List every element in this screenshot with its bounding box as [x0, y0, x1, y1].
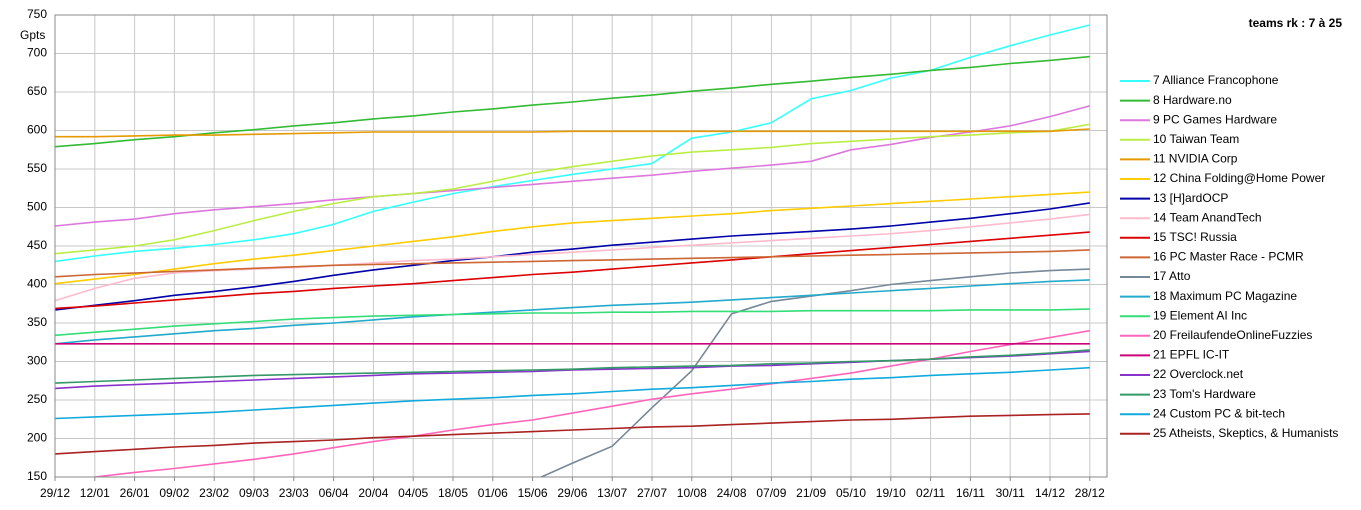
y-tick-label: 450 [27, 238, 47, 252]
series-line [55, 249, 1090, 278]
x-tick-label: 07/09 [756, 486, 786, 500]
legend-label: 8 Hardware.no [1153, 93, 1232, 107]
legend-label: 12 China Folding@Home Power [1153, 171, 1325, 185]
legend-label: 19 Element AI Inc [1153, 308, 1247, 322]
legend-label: 7 Alliance Francophone [1153, 73, 1279, 87]
series-line [55, 24, 1090, 263]
series-line [55, 413, 1090, 455]
series-line [55, 128, 1090, 138]
x-tick-label: 20/04 [358, 486, 388, 500]
legend-label: 24 Custom PC & bit-tech [1153, 406, 1285, 420]
x-tick-label: 09/03 [239, 486, 269, 500]
x-tick-label: 15/06 [518, 486, 548, 500]
x-tick-label: 01/06 [478, 486, 508, 500]
plot-frame [54, 14, 1108, 478]
y-axis-label: Gpts [20, 28, 45, 42]
x-tick-label: 18/05 [438, 486, 468, 500]
legend-label: 25 Atheists, Skeptics, & Humanists [1153, 426, 1338, 440]
series-line [94, 329, 1090, 477]
x-tick-label: 12/01 [80, 486, 110, 500]
y-tick-label: 550 [27, 161, 47, 175]
legend-label: 15 TSC! Russia [1153, 230, 1237, 244]
x-tick-label: 27/07 [637, 486, 667, 500]
x-tick-label: 29/06 [557, 486, 587, 500]
grid [54, 14, 1107, 478]
x-tick-label: 14/12 [1035, 486, 1065, 500]
x-tick-label: 28/12 [1075, 486, 1105, 500]
x-tick-label: 13/07 [597, 486, 627, 500]
y-tick-label: 350 [27, 315, 47, 329]
x-tick-label: 06/04 [319, 486, 349, 500]
x-tick-label: 26/01 [120, 486, 150, 500]
y-tick-label: 300 [27, 354, 47, 368]
x-tick-label: 10/08 [677, 486, 707, 500]
series-line [55, 202, 1090, 311]
series-line [55, 308, 1090, 337]
x-tick-label: 16/11 [956, 486, 985, 500]
legend-label: 20 FreilaufendeOnlineFuzzies [1153, 328, 1312, 342]
legend-label: 22 Overclock.net [1153, 367, 1244, 381]
x-tick-label: 30/11 [996, 486, 1025, 500]
y-tick-label: 750 [27, 7, 47, 21]
series-line [55, 349, 1090, 384]
series-line [55, 366, 1090, 420]
series-line [55, 123, 1090, 255]
legend-label: 18 Maximum PC Magazine [1153, 289, 1297, 303]
x-tick-label: 04/05 [398, 486, 428, 500]
plot-lines [55, 24, 1091, 477]
legend-label: 21 EPFL IC-IT [1153, 348, 1230, 362]
x-tick-label: 09/02 [159, 486, 189, 500]
y-tick-label: 650 [27, 84, 47, 98]
legend-label: 9 PC Games Hardware [1153, 112, 1277, 126]
x-tick-label: 02/11 [916, 486, 945, 500]
x-tick-label: 21/09 [796, 486, 826, 500]
legend-label: 11 NVIDIA Corp [1153, 152, 1238, 166]
legend-label: 13 [H]ardOCP [1153, 191, 1228, 205]
series-line [55, 191, 1090, 285]
y-tick-label: 150 [27, 469, 47, 483]
y-tick-label: 600 [27, 123, 47, 137]
y-tick-label: 700 [27, 46, 47, 60]
x-tick-label: 19/10 [876, 486, 906, 500]
legend-label: 16 PC Master Race - PCMR [1153, 250, 1304, 264]
x-tick-label: 23/03 [279, 486, 309, 500]
series-line [55, 105, 1091, 227]
series-line [55, 55, 1090, 148]
y-tick-label: 500 [27, 200, 47, 214]
x-tick-label: 29/12 [40, 486, 70, 500]
chart-title: teams rk : 7 à 25 [1249, 16, 1343, 30]
x-tick-label: 24/08 [717, 486, 747, 500]
legend-label: 10 Taiwan Team [1153, 132, 1239, 146]
y-tick-label: 400 [27, 277, 47, 291]
y-tick-label: 250 [27, 392, 47, 406]
series-line [55, 279, 1090, 345]
y-tick-label: 200 [27, 431, 47, 445]
series-line [55, 231, 1090, 310]
legend-label: 14 Team AnandTech [1153, 210, 1262, 224]
x-tick-label: 05/10 [836, 486, 866, 500]
legend-label: 17 Atto [1153, 269, 1191, 283]
legend-label: 23 Tom's Hardware [1153, 387, 1256, 401]
x-tick-label: 23/02 [199, 486, 229, 500]
